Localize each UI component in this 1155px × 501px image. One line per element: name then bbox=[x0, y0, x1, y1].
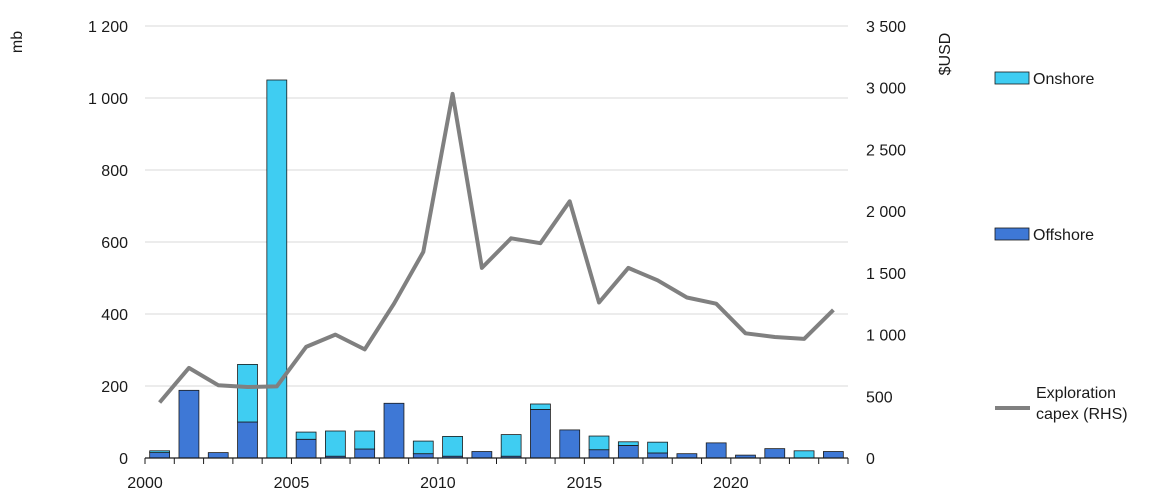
bar-offshore bbox=[149, 452, 171, 459]
legend-onshore-label: Onshore bbox=[1033, 71, 1094, 88]
y2-tick-label: 2 500 bbox=[866, 142, 906, 159]
bar-offshore bbox=[354, 448, 376, 459]
y2-tick-label: 3 500 bbox=[866, 19, 906, 36]
bar-offshore bbox=[647, 452, 668, 459]
y-tick-label: 0 bbox=[119, 451, 128, 468]
y-tick-label: 1 200 bbox=[88, 19, 128, 36]
bar-onshore bbox=[500, 434, 522, 457]
y-tick-label: 1 000 bbox=[88, 91, 128, 108]
bar-offshore bbox=[676, 453, 698, 459]
y2-tick-label: 2 000 bbox=[866, 204, 906, 221]
legend-offshore-label: Offshore bbox=[1033, 227, 1094, 244]
bar-offshore bbox=[822, 451, 844, 459]
x-tick-label: 2005 bbox=[274, 475, 310, 492]
y-tick-label: 400 bbox=[101, 307, 128, 324]
bar-offshore bbox=[764, 448, 786, 459]
bar-offshore bbox=[588, 449, 610, 459]
capex-line-group bbox=[158, 91, 835, 404]
bar-offshore bbox=[617, 444, 639, 459]
y-axis-title: mb bbox=[9, 31, 26, 53]
bar-onshore bbox=[530, 403, 551, 410]
y2-axis-title: $USD bbox=[937, 33, 954, 76]
gridlines bbox=[145, 25, 848, 387]
bar-onshore bbox=[325, 430, 346, 457]
bar-onshore bbox=[442, 435, 463, 457]
bar-offshore bbox=[237, 421, 258, 459]
x-tick-label: 2015 bbox=[567, 475, 603, 492]
bar-offshore bbox=[412, 453, 434, 459]
x-tick-label: 2020 bbox=[713, 475, 749, 492]
y2-tick-label: 500 bbox=[866, 389, 893, 406]
legend-capex-label: Exploration capex (RHS) bbox=[1036, 385, 1128, 423]
x-tick-label: 2010 bbox=[420, 475, 456, 492]
y2-tick-label: 1 000 bbox=[866, 328, 906, 345]
bar-onshore bbox=[237, 363, 258, 423]
bar-offshore bbox=[530, 408, 551, 459]
bar-offshore bbox=[207, 452, 229, 459]
legend-onshore: Onshore bbox=[994, 71, 1094, 88]
bar-offshore bbox=[178, 389, 200, 459]
capex-line bbox=[158, 91, 835, 404]
bar-onshore bbox=[793, 450, 815, 459]
right-y-axis: 0 500 1 000 1 500 2 000 2 500 3 000 3 500 bbox=[866, 19, 906, 468]
y2-tick-label: 3 000 bbox=[866, 81, 906, 98]
x-axis: 2000 2005 2010 2015 2020 bbox=[127, 457, 849, 492]
legend-offshore-swatch bbox=[994, 227, 1030, 241]
x-tick-label: 2000 bbox=[127, 475, 163, 492]
y-tick-label: 200 bbox=[101, 379, 128, 396]
bar-onshore bbox=[617, 441, 639, 446]
bar-onshore bbox=[588, 435, 610, 451]
bar-onshore bbox=[647, 441, 668, 454]
bar-offshore bbox=[383, 402, 405, 459]
legend: Onshore Offshore Exploration capex (RHS) bbox=[994, 71, 1128, 423]
bar-onshore bbox=[354, 430, 376, 450]
bars bbox=[149, 79, 844, 459]
legend-capex: Exploration capex (RHS) bbox=[995, 385, 1128, 423]
y2-tick-label: 1 500 bbox=[866, 266, 906, 283]
bar-onshore bbox=[266, 79, 288, 459]
y-tick-label: 600 bbox=[101, 235, 128, 252]
bar-offshore bbox=[559, 429, 581, 459]
bar-onshore bbox=[295, 431, 317, 440]
bar-onshore bbox=[149, 450, 171, 453]
bar-offshore bbox=[471, 451, 493, 459]
legend-offshore: Offshore bbox=[994, 227, 1094, 244]
left-y-axis: 0 200 400 600 800 1 000 1 200 bbox=[88, 19, 128, 468]
bar-offshore bbox=[705, 442, 727, 459]
legend-onshore-swatch bbox=[994, 71, 1030, 85]
bar-offshore bbox=[295, 438, 317, 459]
bar-onshore bbox=[412, 440, 434, 455]
y-tick-label: 800 bbox=[101, 163, 128, 180]
y2-tick-label: 0 bbox=[866, 451, 875, 468]
